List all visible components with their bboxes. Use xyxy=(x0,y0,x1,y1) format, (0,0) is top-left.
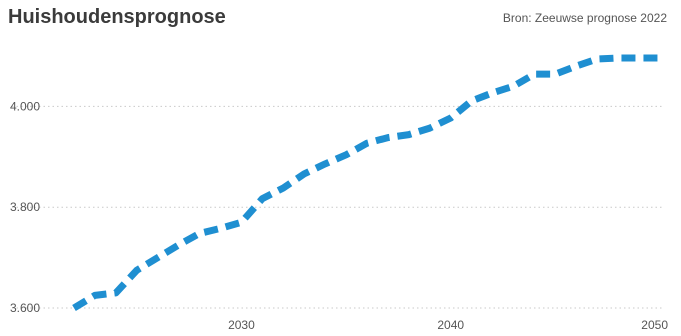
x-axis-ticks: 2030 2040 2050 xyxy=(228,318,668,332)
series-line xyxy=(72,54,660,311)
y-tick-label: 4.000 xyxy=(10,99,40,113)
chart-source: Bron: Zeeuwse prognose 2022 xyxy=(502,11,667,25)
chart-title: Huishoudensprognose xyxy=(8,6,226,28)
grid-lines xyxy=(12,105,664,309)
x-tick-label: 2050 xyxy=(641,318,668,332)
y-tick-label: 3.800 xyxy=(10,200,40,214)
y-axis-ticks: 3.600 3.800 4.000 xyxy=(10,99,40,315)
y-tick-label: 3.600 xyxy=(10,301,40,315)
x-tick-label: 2030 xyxy=(228,318,255,332)
x-tick-label: 2040 xyxy=(437,318,464,332)
series-layer xyxy=(72,54,660,311)
